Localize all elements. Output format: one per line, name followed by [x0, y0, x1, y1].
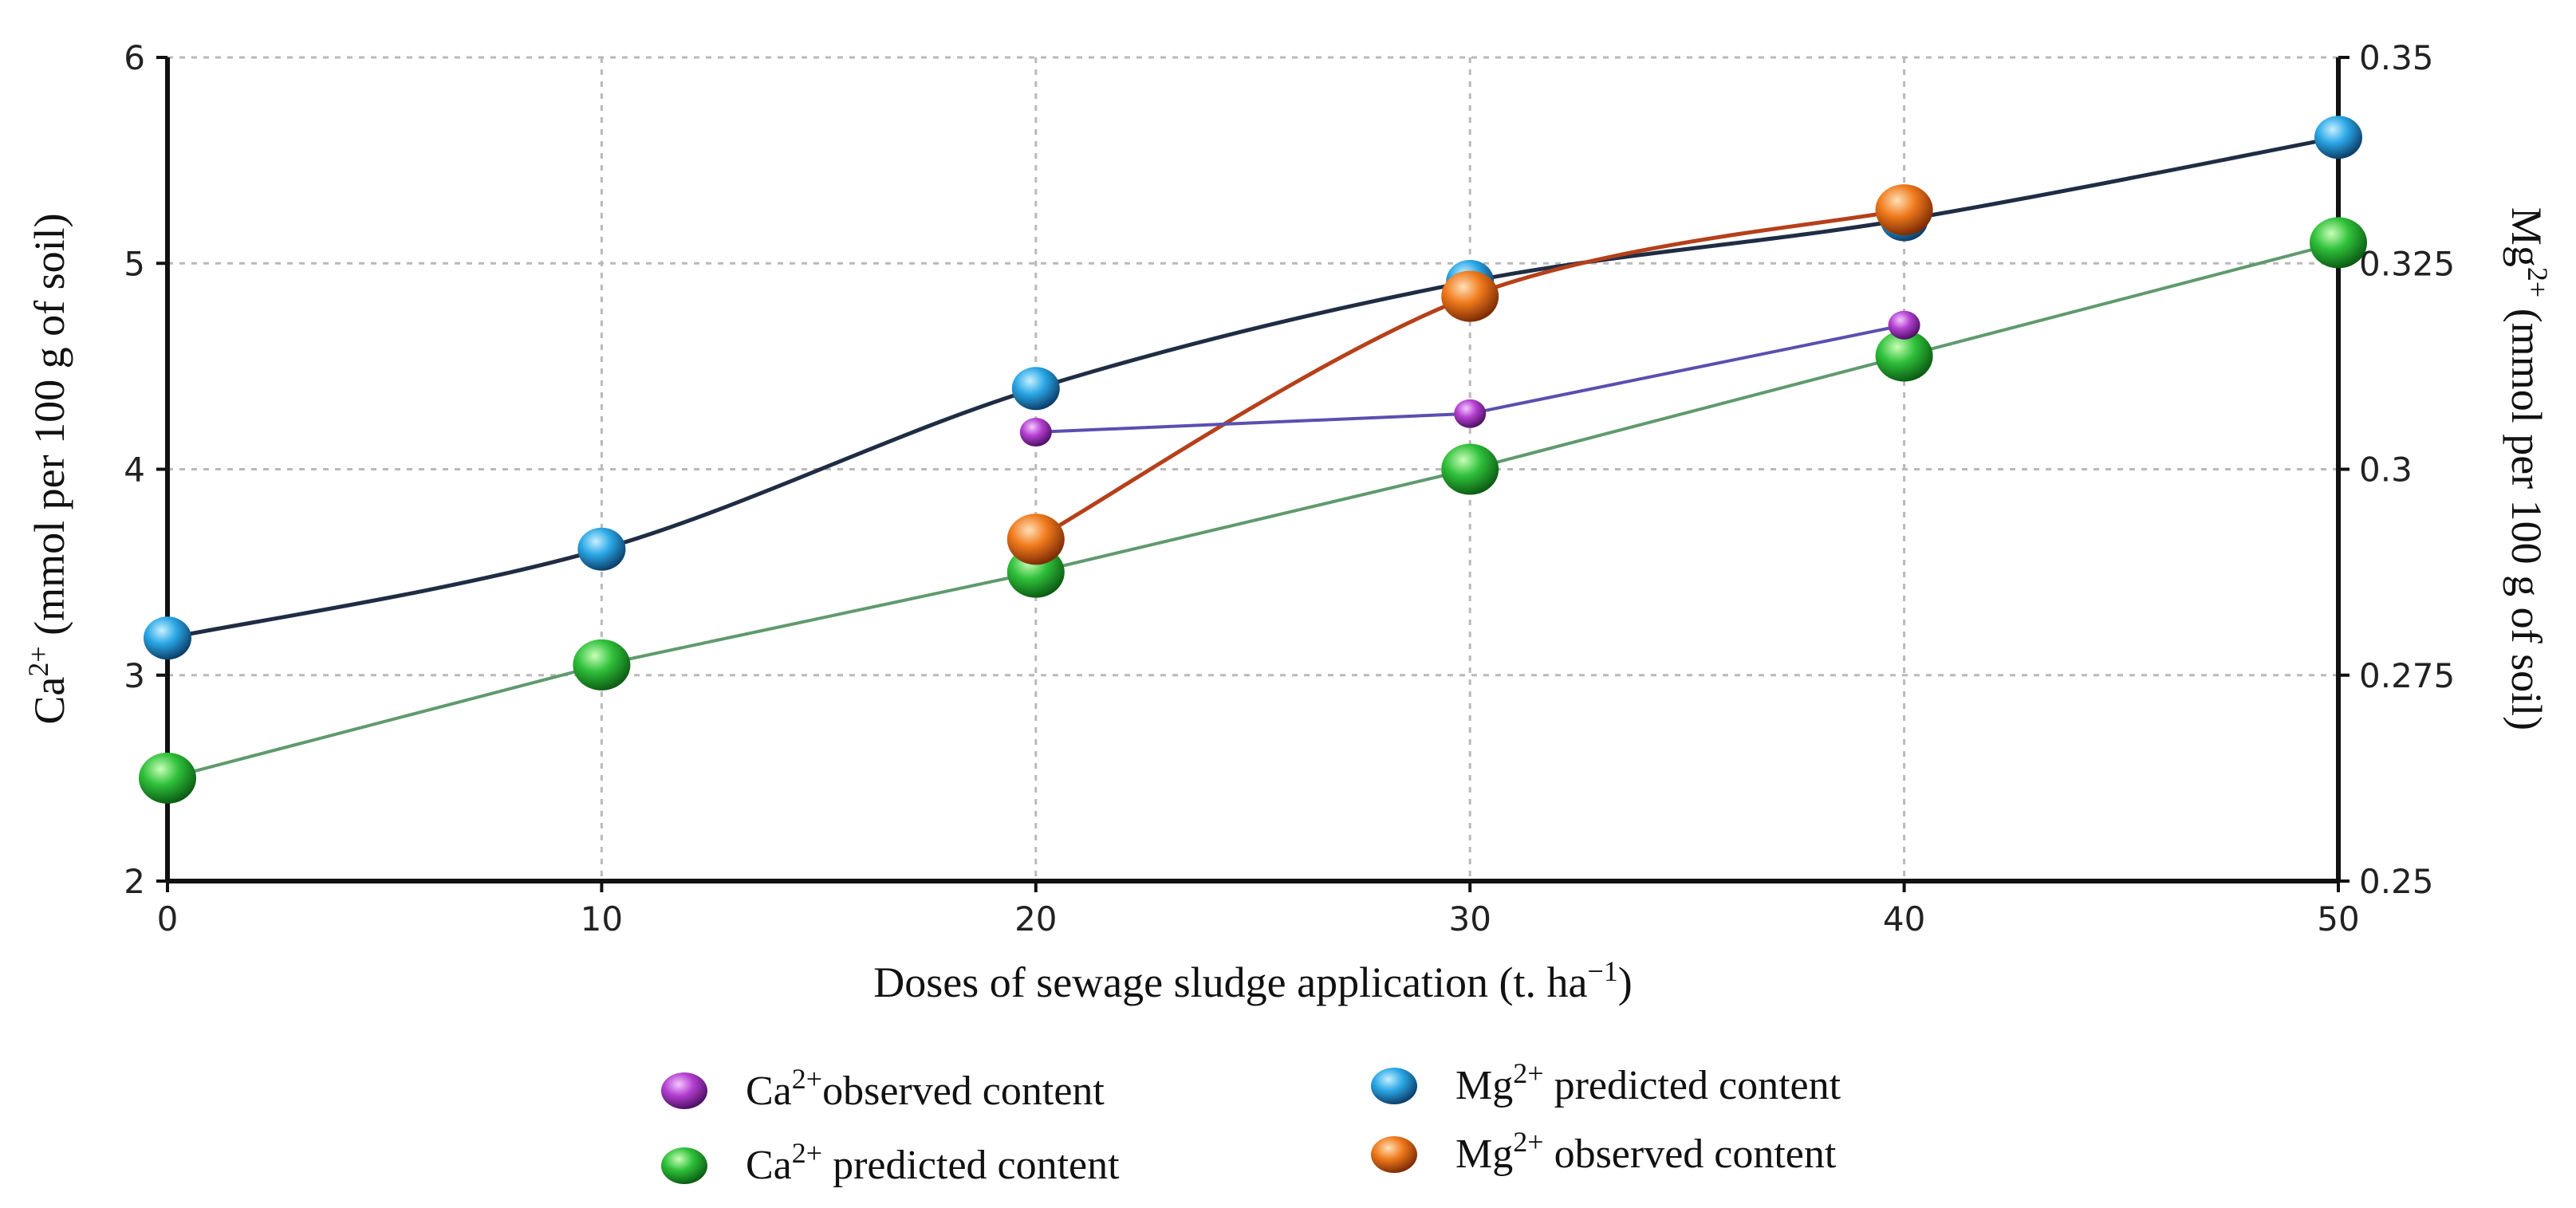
legend: Ca2+observed content Ca2+ predicted cont… [661, 1057, 1841, 1188]
data-point-mg2-observed-content [1875, 184, 1933, 236]
x-tick-label: 10 [581, 899, 623, 938]
x-tick-label: 20 [1014, 899, 1057, 938]
legend-marker-ca-observed [661, 1072, 707, 1109]
series-line-ca2-predicted-content [167, 241, 2339, 780]
data-point-ca2-predicted-content [1441, 443, 1499, 495]
legend-item-mg-observed: Mg2+ observed content [1371, 1126, 1837, 1177]
y-right-tick-label: 0.275 [2359, 656, 2455, 695]
y-left-tick-label: 6 [124, 38, 145, 77]
tick-labels: 0 10 20 30 40 50 2 3 4 5 6 0.25 0.275 0.3 0.325 0.35 [124, 38, 2455, 938]
data-point-mg2-predicted-content [577, 527, 626, 571]
legend-marker-mg-predicted [1371, 1068, 1417, 1104]
x-tick-label: 30 [1448, 899, 1491, 938]
data-point-mg2-predicted-content [2314, 116, 2362, 159]
y-left-tick-label: 2 [124, 862, 145, 901]
legend-item-ca-predicted: Ca2+ predicted content [661, 1137, 1120, 1188]
data-point-mg2-observed-content [1441, 270, 1499, 322]
legend-marker-ca-predicted [661, 1147, 707, 1184]
y-left-tick-label: 5 [124, 244, 145, 283]
data-point-ca2-predicted-content [2310, 217, 2367, 269]
legend-label-ca-predicted: Ca2+ predicted content [746, 1137, 1120, 1188]
legend-marker-mg-observed [1371, 1136, 1417, 1173]
legend-label-mg-predicted: Mg2+ predicted content [1455, 1057, 1841, 1108]
series-lines [167, 135, 2339, 780]
legend-item-mg-predicted: Mg2+ predicted content [1371, 1057, 1841, 1108]
x-tick-label: 40 [1883, 899, 1925, 938]
data-point-ca2-observed-content [1888, 310, 1920, 340]
y-left-tick-label: 3 [124, 656, 145, 695]
y-right-axis-label: Mg2+ (mmol per 100 g of soil) [2503, 207, 2554, 730]
gridlines [167, 56, 2338, 881]
y-left-tick-label: 4 [124, 451, 145, 490]
data-point-ca2-observed-content [1454, 399, 1487, 428]
data-point-mg2-observed-content [1006, 513, 1065, 565]
data-point-mg2-predicted-content [144, 616, 191, 660]
y-right-tick-label: 0.325 [2359, 244, 2455, 283]
data-point-mg2-predicted-content [1011, 367, 1060, 411]
y-right-tick-label: 0.3 [2359, 451, 2413, 490]
y-right-tick-label: 0.35 [2359, 38, 2434, 77]
x-tick-label: 50 [2317, 899, 2359, 938]
legend-label-mg-observed: Mg2+ observed content [1455, 1126, 1837, 1177]
series-markers [139, 116, 2367, 804]
x-tick-label: 0 [157, 899, 179, 938]
legend-label-ca-observed: Ca2+observed content [746, 1063, 1105, 1114]
series-line-mg2-predicted-content [167, 135, 2339, 640]
y-right-tick-label: 0.25 [2359, 862, 2434, 901]
data-point-ca2-predicted-content [573, 639, 631, 691]
legend-item-ca-observed: Ca2+observed content [661, 1063, 1105, 1114]
y-left-axis-label: Ca2+ (mmol per 100 g of soil) [22, 213, 73, 724]
data-point-ca2-predicted-content [1875, 330, 1933, 382]
data-point-ca2-observed-content [1019, 418, 1052, 447]
data-point-ca2-predicted-content [139, 752, 196, 804]
x-axis-label: Doses of sewage sludge application (t. h… [873, 955, 1633, 1006]
